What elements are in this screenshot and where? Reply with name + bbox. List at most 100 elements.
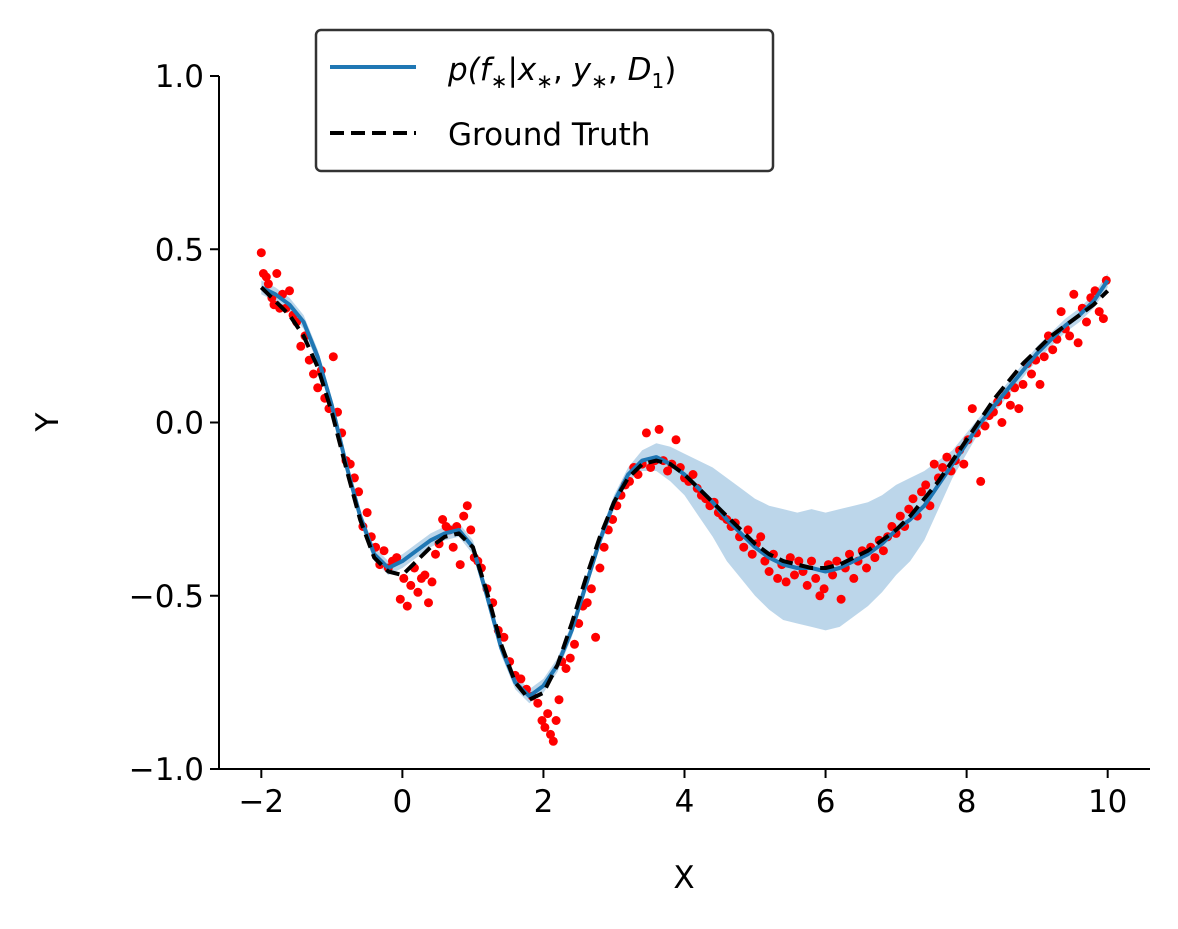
data-point <box>261 272 271 282</box>
data-point <box>309 369 318 379</box>
data-point <box>1056 307 1066 317</box>
y-tick-label: −0.5 <box>129 579 204 615</box>
data-point <box>743 525 753 535</box>
data-point <box>904 504 914 514</box>
data-point <box>399 573 409 583</box>
data-point <box>427 577 437 587</box>
data-point <box>1094 307 1104 317</box>
data-point <box>379 546 389 556</box>
data-point <box>540 722 550 732</box>
y-axis-label: Y <box>30 412 66 432</box>
data-point <box>828 570 838 580</box>
data-point <box>870 553 880 563</box>
data-point <box>595 563 605 573</box>
data-point <box>554 695 564 705</box>
data-point <box>1014 404 1024 414</box>
data-point <box>499 632 509 642</box>
data-point <box>263 279 273 289</box>
data-point <box>790 570 799 580</box>
data-point <box>760 556 770 566</box>
data-point <box>997 418 1007 427</box>
data-point <box>836 594 846 604</box>
data-point <box>832 556 842 566</box>
legend-frame <box>314 28 775 173</box>
data-point <box>543 709 553 719</box>
data-point <box>921 480 931 490</box>
data-point <box>448 542 458 552</box>
data-point <box>1035 379 1045 389</box>
data-point <box>328 352 338 362</box>
data-point <box>976 476 986 486</box>
data-point <box>908 494 918 504</box>
data-point <box>406 580 416 590</box>
data-point <box>980 421 990 431</box>
data-point <box>781 577 791 587</box>
data-point <box>967 404 977 414</box>
data-point <box>785 553 795 563</box>
data-point <box>599 542 609 552</box>
data-point <box>1069 289 1079 299</box>
data-point <box>313 383 323 393</box>
x-tick-label: 2 <box>534 784 554 820</box>
data-point <box>561 664 571 673</box>
data-point <box>887 522 897 531</box>
data-point <box>1098 314 1108 324</box>
data-point <box>466 525 476 535</box>
data-point <box>565 653 575 663</box>
x-tick-label: 6 <box>816 784 836 820</box>
data-point <box>395 594 405 604</box>
data-point <box>462 501 472 511</box>
data-point <box>402 601 412 611</box>
data-point <box>420 570 430 580</box>
x-tick-label: 4 <box>675 784 695 820</box>
data-point <box>296 341 306 351</box>
data-point <box>537 716 547 725</box>
x-tick-label: −2 <box>238 784 284 820</box>
data-point <box>548 736 558 746</box>
data-point <box>895 511 905 521</box>
data-point <box>551 716 561 725</box>
legend: p(f∗|x∗, y∗, D1) Ground Truth <box>314 28 775 173</box>
data-point <box>802 580 812 590</box>
data-point <box>756 532 766 542</box>
data-point <box>646 463 656 472</box>
data-point <box>764 567 774 576</box>
data-point <box>862 563 871 573</box>
data-point <box>533 698 543 708</box>
data-point <box>671 435 681 445</box>
data-point <box>586 584 596 594</box>
data-point <box>663 466 673 476</box>
data-point <box>938 463 948 472</box>
data-point <box>546 729 555 739</box>
data-point <box>438 515 448 524</box>
data-point <box>1039 352 1049 362</box>
axes: −2 0 2 4 6 8 10 −1.0 −0.5 0.0 0.5 1.0 <box>129 59 1150 820</box>
y-tick-label: −1.0 <box>129 752 204 788</box>
y-tick-label: 0.5 <box>155 232 204 268</box>
data-point <box>688 470 698 479</box>
data-point <box>1005 400 1015 410</box>
data-point <box>1073 338 1083 348</box>
data-point <box>1048 345 1058 355</box>
data-point <box>431 549 440 559</box>
data-point <box>455 560 465 570</box>
data-point <box>654 424 664 434</box>
legend-label-ground-truth: Ground Truth <box>448 117 650 153</box>
data-point <box>878 546 888 556</box>
data-point <box>413 587 423 597</box>
data-point <box>917 487 926 497</box>
data-point <box>272 269 282 278</box>
x-tick-label: 8 <box>957 784 977 820</box>
uncertainty-band <box>261 273 1108 704</box>
data-point <box>641 428 651 438</box>
data-point <box>794 556 804 566</box>
data-point <box>570 639 579 649</box>
data-point <box>256 248 266 258</box>
data-point <box>591 632 601 642</box>
data-point <box>819 584 829 594</box>
data-point <box>849 573 859 583</box>
data-point <box>362 508 372 518</box>
data-point <box>582 598 592 608</box>
data-point <box>815 591 825 601</box>
